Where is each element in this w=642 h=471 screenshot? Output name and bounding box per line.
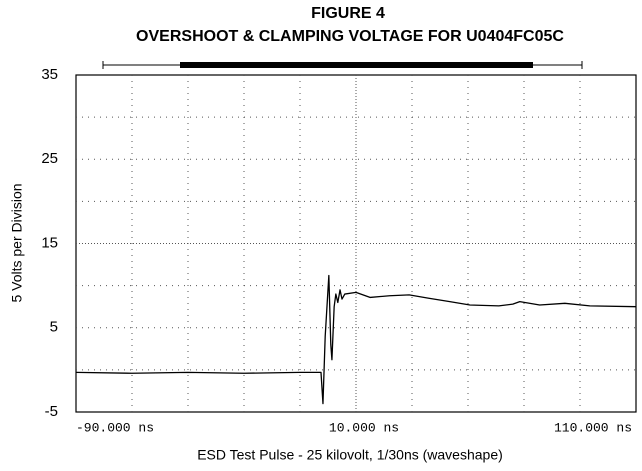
y-tick-label: 5 xyxy=(50,319,58,336)
x-tick-label: 110.000 ns xyxy=(554,420,632,435)
y-tick-label: -5 xyxy=(45,403,58,420)
chart-title: FIGURE 4 xyxy=(311,5,385,22)
y-tick-label: 15 xyxy=(41,234,58,251)
y-axis-label: 5 Volts per Division xyxy=(9,183,25,302)
chart-subtitle: OVERSHOOT & CLAMPING VOLTAGE FOR U0404FC… xyxy=(136,28,564,45)
waveform xyxy=(75,274,637,405)
x-tick-label: 10.000 ns xyxy=(329,420,399,435)
x-axis-label: ESD Test Pulse - 25 kilovolt, 1/30ns (wa… xyxy=(197,447,503,463)
x-tick-label: -90.000 ns xyxy=(76,420,154,435)
y-tick-label: 25 xyxy=(41,150,58,167)
y-tick-label: 35 xyxy=(41,66,58,83)
record-bar xyxy=(102,61,583,69)
